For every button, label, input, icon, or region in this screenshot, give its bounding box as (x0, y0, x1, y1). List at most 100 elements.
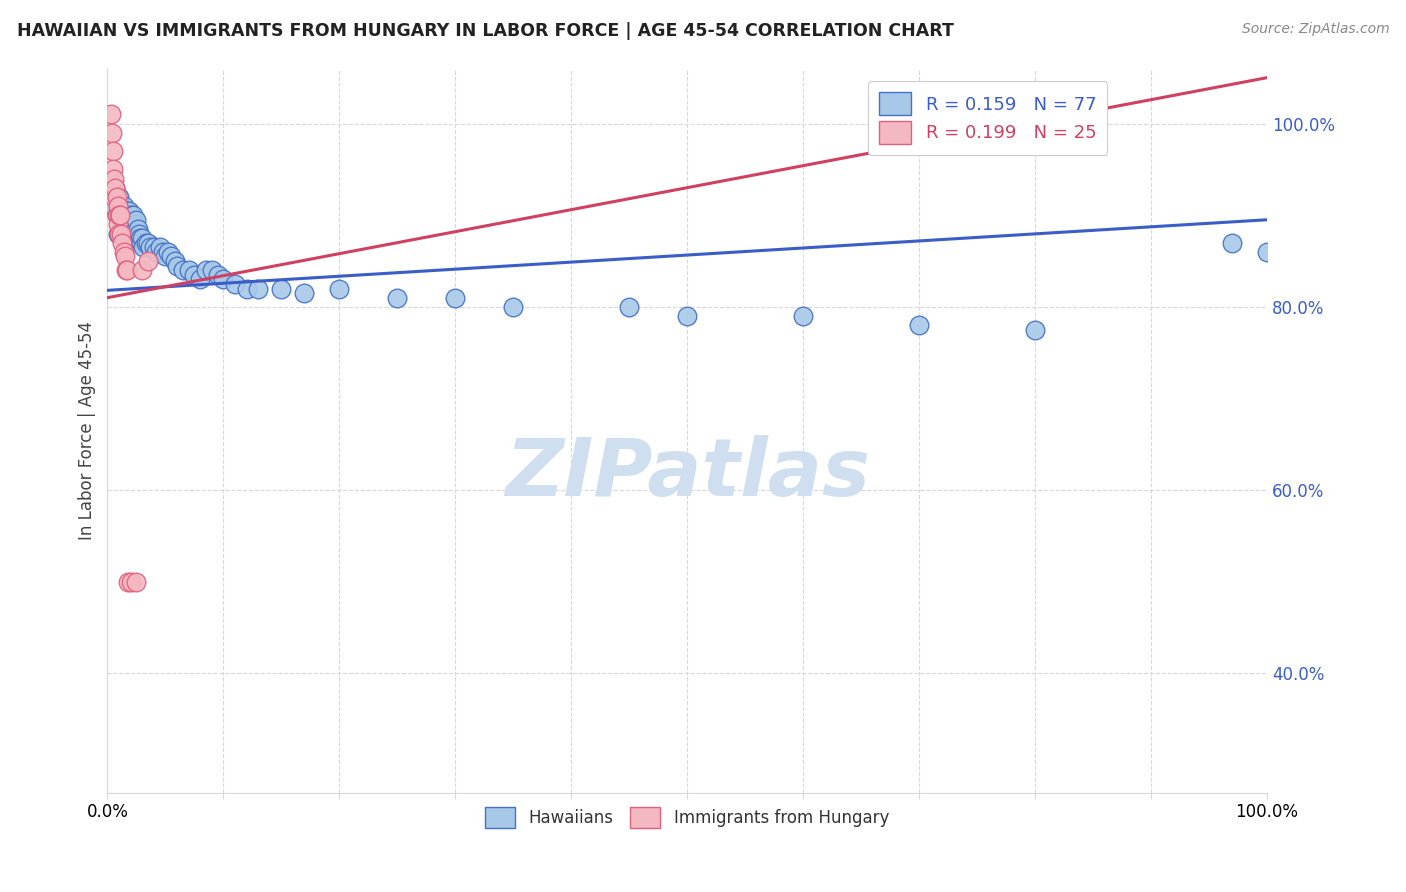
Point (135, 235, 157, 250)
Text: ZIPatlas: ZIPatlas (505, 435, 870, 513)
Point (108, 227, 131, 241)
Point (107, 227, 129, 241)
Point (112, 244, 135, 259)
Point (114, 203, 136, 218)
Point (101, 144, 124, 158)
Point (177, 263, 200, 277)
Point (136, 254, 159, 268)
Point (163, 254, 186, 268)
Point (131, 263, 153, 277)
Point (110, 227, 132, 241)
Point (1256, 244, 1278, 259)
Point (122, 227, 145, 241)
Point (617, 300, 640, 314)
Point (120, 227, 142, 241)
Point (224, 277, 246, 291)
Point (125, 574, 148, 589)
Point (172, 263, 194, 277)
Point (100, 107, 122, 121)
Point (212, 272, 235, 286)
Point (1220, 235, 1243, 250)
Point (128, 227, 150, 241)
Point (117, 574, 139, 589)
Point (101, 126, 124, 140)
Point (270, 281, 292, 295)
Point (156, 244, 179, 259)
Point (108, 208, 131, 222)
Point (108, 208, 131, 222)
Point (107, 218, 129, 232)
Point (136, 235, 159, 250)
Point (105, 208, 128, 222)
Point (117, 208, 139, 222)
Point (128, 231, 150, 245)
Point (129, 235, 152, 250)
Point (111, 235, 134, 250)
Point (118, 203, 141, 218)
Text: HAWAIIAN VS IMMIGRANTS FROM HUNGARY IN LABOR FORCE | AGE 45-54 CORRELATION CHART: HAWAIIAN VS IMMIGRANTS FROM HUNGARY IN L… (17, 22, 953, 40)
Point (122, 208, 145, 222)
Point (131, 231, 153, 245)
Point (145, 244, 167, 259)
Point (115, 263, 138, 277)
Point (444, 291, 467, 305)
Point (112, 212, 135, 227)
Point (101, 199, 124, 213)
Point (127, 222, 149, 236)
Point (121, 212, 143, 227)
Point (247, 281, 270, 295)
Point (139, 240, 162, 254)
Point (120, 574, 142, 589)
Point (103, 190, 125, 204)
Point (108, 227, 131, 241)
Point (294, 286, 316, 301)
Y-axis label: In Labor Force | Age 45-54: In Labor Force | Age 45-54 (79, 321, 96, 540)
Point (115, 218, 138, 232)
Point (328, 281, 350, 295)
Point (118, 222, 141, 236)
Point (194, 263, 217, 277)
Point (207, 268, 229, 282)
Point (201, 263, 224, 277)
Point (114, 249, 136, 263)
Point (235, 281, 257, 295)
Point (111, 227, 134, 241)
Point (115, 208, 138, 222)
Point (152, 244, 174, 259)
Point (122, 231, 145, 245)
Point (111, 212, 134, 227)
Point (121, 231, 143, 245)
Point (676, 309, 699, 323)
Point (908, 318, 931, 333)
Point (160, 249, 183, 263)
Point (125, 231, 148, 245)
Point (155, 249, 177, 263)
Point (188, 272, 211, 286)
Point (105, 208, 128, 222)
Point (142, 240, 165, 254)
Point (792, 309, 814, 323)
Point (103, 171, 125, 186)
Point (105, 190, 128, 204)
Point (104, 180, 127, 194)
Point (110, 222, 132, 236)
Point (108, 208, 131, 222)
Point (502, 300, 524, 314)
Point (104, 180, 127, 194)
Point (101, 162, 124, 177)
Point (387, 291, 409, 305)
Legend: Hawaiians, Immigrants from Hungary: Hawaiians, Immigrants from Hungary (478, 800, 896, 835)
Text: Source: ZipAtlas.com: Source: ZipAtlas.com (1241, 22, 1389, 37)
Point (117, 212, 139, 227)
Point (114, 218, 136, 232)
Point (166, 259, 188, 273)
Point (124, 218, 146, 232)
Point (148, 240, 170, 254)
Point (112, 199, 135, 213)
Point (132, 240, 155, 254)
Point (117, 231, 139, 245)
Point (115, 263, 138, 277)
Point (115, 222, 138, 236)
Point (108, 190, 131, 204)
Point (115, 203, 138, 218)
